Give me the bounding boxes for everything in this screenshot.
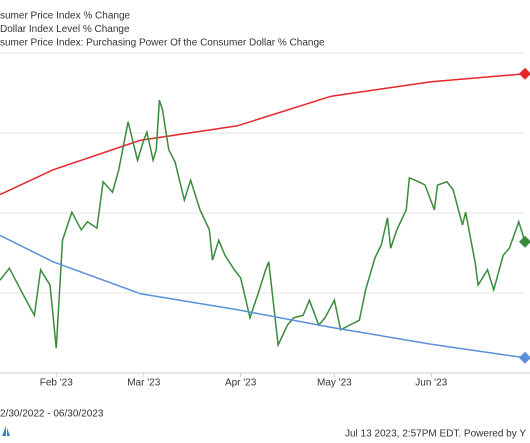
legend-entry: sumer Price Index: Purchasing Power Of t… bbox=[0, 38, 325, 49]
x-tick-label: Apr '23 bbox=[225, 378, 257, 389]
end-marker bbox=[519, 351, 530, 364]
x-tick-label: Mar '23 bbox=[127, 378, 160, 389]
x-tick-label: Feb '23 bbox=[40, 378, 73, 389]
end-marker bbox=[519, 67, 530, 80]
legend-entry: Dollar Index Level % Change bbox=[0, 24, 130, 35]
logo-icon bbox=[2, 426, 10, 436]
series-line bbox=[0, 73, 526, 196]
series-line bbox=[0, 99, 526, 349]
series-line bbox=[0, 234, 526, 359]
x-tick-label: Jun '23 bbox=[415, 378, 447, 389]
x-tick-label: May '23 bbox=[317, 378, 352, 389]
date-range: 2/30/2022 - 06/30/2023 bbox=[0, 409, 104, 420]
end-marker bbox=[519, 235, 530, 248]
legend-entry: sumer Price Index % Change bbox=[0, 11, 131, 22]
footer: Jul 13 2023, 2:57PM EDT. Powered by Y bbox=[345, 429, 526, 440]
